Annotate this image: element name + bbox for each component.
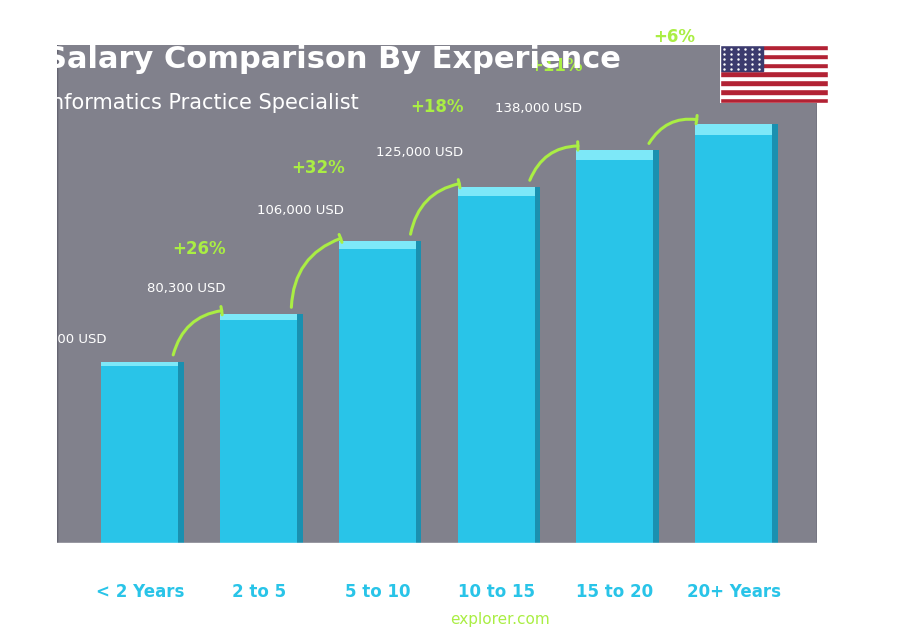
- Text: Average Yearly Salary: Average Yearly Salary: [871, 253, 884, 388]
- Bar: [720, 76, 828, 80]
- Text: +32%: +32%: [291, 158, 345, 176]
- Bar: [338, 241, 416, 543]
- Bar: [720, 89, 828, 94]
- Bar: [720, 45, 828, 49]
- Bar: [102, 362, 178, 367]
- Text: 80,300 USD: 80,300 USD: [147, 282, 225, 295]
- Text: 63,600 USD: 63,600 USD: [28, 333, 106, 347]
- Bar: [720, 94, 828, 98]
- Bar: [457, 187, 535, 196]
- Bar: [720, 67, 828, 72]
- Bar: [720, 63, 828, 67]
- Bar: [720, 49, 828, 54]
- Text: salary: salary: [398, 612, 450, 627]
- Text: Salary Comparison By Experience: Salary Comparison By Experience: [45, 45, 621, 74]
- Bar: [576, 150, 653, 160]
- Text: 2 to 5: 2 to 5: [231, 583, 285, 601]
- Text: 138,000 USD: 138,000 USD: [495, 102, 581, 115]
- Bar: [720, 72, 828, 76]
- Text: 147,000 USD: 147,000 USD: [767, 74, 854, 87]
- Bar: [297, 314, 302, 543]
- Bar: [653, 150, 659, 543]
- Bar: [720, 45, 763, 72]
- Bar: [772, 124, 778, 543]
- Bar: [338, 241, 416, 249]
- Text: Informatics Practice Specialist: Informatics Practice Specialist: [45, 93, 359, 113]
- Bar: [720, 85, 828, 89]
- Bar: [457, 187, 535, 543]
- Bar: [178, 362, 184, 543]
- Bar: [720, 80, 828, 85]
- Text: 10 to 15: 10 to 15: [457, 583, 535, 601]
- Bar: [720, 58, 828, 63]
- Bar: [695, 124, 772, 543]
- Bar: [220, 314, 297, 320]
- Bar: [102, 362, 178, 543]
- Bar: [695, 124, 772, 135]
- Text: explorer.com: explorer.com: [450, 612, 550, 627]
- Text: 15 to 20: 15 to 20: [576, 583, 653, 601]
- Text: +26%: +26%: [173, 240, 226, 258]
- Text: 125,000 USD: 125,000 USD: [376, 146, 463, 159]
- Bar: [535, 187, 540, 543]
- Text: +11%: +11%: [529, 56, 582, 74]
- Bar: [720, 98, 828, 103]
- Text: 20+ Years: 20+ Years: [687, 583, 780, 601]
- Text: 106,000 USD: 106,000 USD: [257, 204, 344, 217]
- Bar: [720, 54, 828, 58]
- Text: 5 to 10: 5 to 10: [345, 583, 410, 601]
- Bar: [576, 150, 653, 543]
- Text: < 2 Years: < 2 Years: [95, 583, 184, 601]
- Text: +6%: +6%: [653, 28, 696, 46]
- Bar: [416, 241, 421, 543]
- Text: +18%: +18%: [410, 98, 464, 116]
- Bar: [220, 314, 297, 543]
